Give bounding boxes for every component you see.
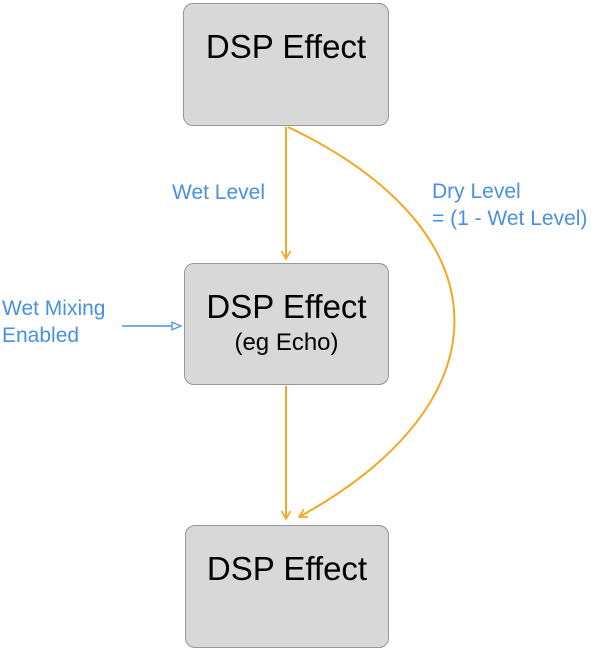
dry-level-label-line1: Dry Level: [432, 180, 521, 203]
wet-level-label: Wet Level: [172, 179, 265, 206]
node-dsp-effect-output: DSP Effect: [185, 525, 389, 648]
node-label: DSP Effect: [206, 288, 367, 325]
dry-level-label-line2: = (1 - Wet Level): [432, 207, 588, 230]
wet-mixing-label-line2: Enabled: [2, 324, 80, 347]
node-sublabel: (eg Echo): [234, 329, 339, 356]
node-dsp-effect-processor: DSP Effect (eg Echo): [184, 263, 389, 385]
node-dsp-effect-source: DSP Effect: [183, 3, 389, 126]
node-label: DSP Effect: [205, 28, 367, 65]
wet-level-label-text: Wet Level: [172, 181, 265, 204]
node-label: DSP Effect: [206, 550, 368, 587]
wet-mixing-enabled-label: Wet Mixing Enabled: [2, 295, 105, 349]
dry-level-label: Dry Level = (1 - Wet Level): [432, 178, 587, 232]
wet-mixing-label-line1: Wet Mixing: [2, 297, 106, 320]
